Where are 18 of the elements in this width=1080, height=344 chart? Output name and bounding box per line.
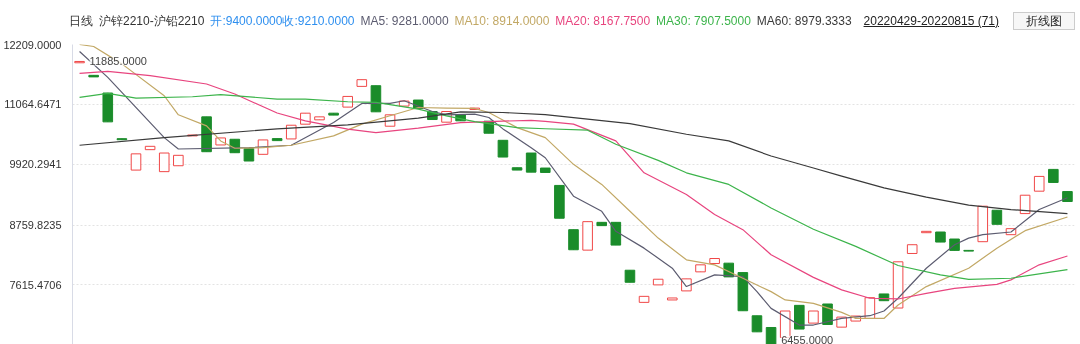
text: 收:9210.0000 — [282, 13, 355, 30]
text: MA10: 8914.0000 — [454, 13, 550, 30]
text: MA5: 9281.0000 — [360, 13, 449, 30]
chart-title: 日线 — [69, 13, 93, 30]
y-tick-label: 7615.4706 — [9, 278, 62, 291]
text: MA60: 8979.3333 — [756, 13, 852, 30]
y-tick-label: 8759.8235 — [9, 219, 62, 232]
y-tick-label: 12209.0000 — [3, 38, 62, 51]
annotation: 11885.0000 — [89, 55, 147, 68]
text: MA20: 8167.7500 — [555, 13, 651, 30]
y-tick-label: 9920.2941 — [9, 158, 62, 171]
text: 折线图 — [1013, 12, 1075, 30]
annotation: 6455.0000 — [781, 333, 834, 344]
y-tick-label: 11064.6471 — [4, 98, 62, 111]
text: 20220429-20220815 (71) — [863, 14, 999, 28]
text: MA30: 7907.5000 — [656, 13, 751, 30]
text: 开:9400.0000 — [210, 13, 283, 30]
chart-subtitle: 沪锌2210-沪铅2210 — [99, 13, 205, 30]
